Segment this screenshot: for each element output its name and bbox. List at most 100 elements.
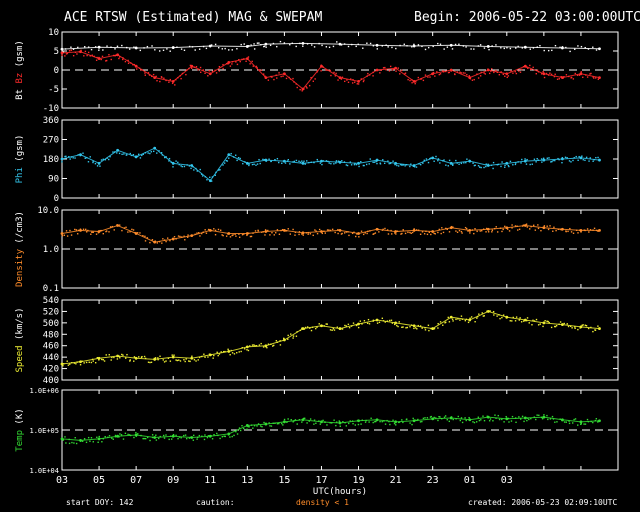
mag-point xyxy=(569,50,571,53)
temp-point xyxy=(352,422,354,425)
density-point xyxy=(108,231,110,233)
density-data-point xyxy=(208,228,212,232)
speed-point xyxy=(409,326,411,328)
density-data-point xyxy=(301,231,305,235)
mag-point xyxy=(169,50,171,52)
mag-point xyxy=(592,46,594,48)
density-point xyxy=(394,232,396,234)
speed-point xyxy=(464,319,467,322)
density-point xyxy=(502,228,504,231)
speed-point xyxy=(378,321,381,323)
temp-point xyxy=(192,439,195,441)
phi-point xyxy=(425,158,428,160)
phi-point xyxy=(566,157,568,159)
temp-point xyxy=(370,417,372,419)
temp-data-point xyxy=(523,416,527,420)
mag-point xyxy=(420,78,423,80)
speed-point xyxy=(558,323,560,325)
mag-ylabel-part: (gsm) xyxy=(15,40,25,73)
density-point xyxy=(404,232,407,235)
phi-point xyxy=(113,151,116,153)
mag-ytick-label: 10 xyxy=(48,28,59,38)
speed-point xyxy=(111,356,113,359)
temp-point xyxy=(492,420,494,422)
mag-data-point xyxy=(357,80,360,83)
mag-point xyxy=(306,87,308,89)
mag-point xyxy=(372,71,374,74)
density-point xyxy=(522,225,524,227)
speed-point xyxy=(381,317,384,320)
density-data-point xyxy=(561,227,564,231)
density-data-point xyxy=(171,237,175,241)
density-point xyxy=(260,231,263,233)
phi-point xyxy=(504,164,506,167)
phi-point xyxy=(304,163,306,165)
temp-point xyxy=(315,422,317,425)
density-point xyxy=(374,232,377,234)
temp-point xyxy=(170,435,172,437)
mag-point xyxy=(141,68,143,71)
mag-point xyxy=(437,42,439,45)
mag-point xyxy=(565,74,568,76)
temp-point xyxy=(478,419,481,422)
speed-point xyxy=(76,361,78,363)
temp-point xyxy=(482,415,484,417)
phi-point xyxy=(512,164,514,166)
speed-point xyxy=(332,327,335,330)
temp-data-point xyxy=(505,417,509,421)
temp-point xyxy=(159,435,161,438)
mag-point xyxy=(476,73,478,75)
speed-ytick-label: 440 xyxy=(43,353,59,363)
phi-point xyxy=(542,157,545,160)
density-point xyxy=(522,224,525,226)
temp-point xyxy=(155,439,158,441)
mag-point xyxy=(589,73,591,75)
phi-point xyxy=(452,164,454,166)
mag-data-point xyxy=(449,43,453,47)
mag-point xyxy=(465,46,467,48)
mag-point xyxy=(180,48,183,50)
temp-point xyxy=(101,441,103,443)
mag-point xyxy=(381,45,383,47)
temp-point xyxy=(120,434,123,436)
temp-data-point xyxy=(190,436,194,439)
phi-data-point xyxy=(338,160,342,164)
mag-point xyxy=(495,44,497,46)
mag-point xyxy=(312,80,315,82)
density-point xyxy=(113,229,115,231)
temp-point xyxy=(146,436,149,439)
mag-point xyxy=(265,46,267,48)
density-data-point xyxy=(190,234,194,238)
density-point xyxy=(430,233,432,236)
phi-point xyxy=(89,156,91,158)
phi-point xyxy=(218,169,220,171)
speed-point xyxy=(566,323,568,325)
temp-point xyxy=(586,418,589,421)
density-point xyxy=(555,229,557,232)
density-point xyxy=(99,229,102,232)
density-point xyxy=(458,229,461,232)
density-point xyxy=(271,231,273,234)
speed-point xyxy=(125,357,127,359)
density-point xyxy=(378,231,380,233)
density-point xyxy=(222,234,224,237)
speed-point xyxy=(260,342,262,345)
density-point xyxy=(305,232,308,234)
density-point xyxy=(302,234,304,236)
speed-point xyxy=(229,354,231,356)
speed-data-point xyxy=(60,362,64,366)
speed-point xyxy=(311,326,314,328)
temp-data-point xyxy=(486,415,490,419)
temp-point xyxy=(155,434,157,436)
temp-point xyxy=(590,420,592,423)
mag-point xyxy=(563,76,565,78)
speed-point xyxy=(258,344,261,346)
speed-data-point xyxy=(412,324,416,328)
mag-point xyxy=(158,50,161,52)
mag-point xyxy=(351,43,353,46)
density-point xyxy=(156,242,159,244)
speed-point xyxy=(499,317,501,320)
density-point xyxy=(275,232,277,234)
density-point xyxy=(334,231,336,234)
density-point xyxy=(473,232,475,235)
